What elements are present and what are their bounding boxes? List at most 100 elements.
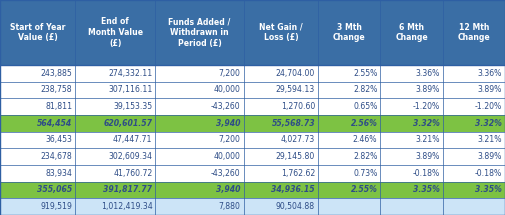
Bar: [380, 115, 443, 132]
Text: Funds Added /
Withdrawn in
Period (£): Funds Added / Withdrawn in Period (£): [168, 17, 231, 48]
Bar: [318, 182, 380, 198]
Bar: [243, 148, 318, 165]
Text: 3.89%: 3.89%: [478, 85, 502, 94]
Bar: [75, 182, 156, 198]
Bar: [243, 182, 318, 198]
Text: 36,453: 36,453: [45, 135, 72, 144]
Text: 47,447.71: 47,447.71: [113, 135, 153, 144]
Text: Start of Year
Value (£): Start of Year Value (£): [10, 23, 65, 42]
Bar: [443, 198, 505, 215]
Bar: [75, 0, 156, 65]
Bar: [380, 198, 443, 215]
Bar: [318, 132, 380, 148]
Bar: [75, 98, 156, 115]
Text: 12 Mth
Change: 12 Mth Change: [458, 23, 490, 42]
Bar: [0, 65, 75, 82]
Text: 34,936.15: 34,936.15: [272, 186, 315, 195]
Bar: [243, 65, 318, 82]
Text: -0.18%: -0.18%: [475, 169, 502, 178]
Bar: [75, 148, 156, 165]
Bar: [156, 182, 243, 198]
Text: 3.89%: 3.89%: [478, 152, 502, 161]
Text: 243,885: 243,885: [40, 69, 72, 78]
Bar: [156, 148, 243, 165]
Text: -43,260: -43,260: [211, 102, 240, 111]
Text: 3.35%: 3.35%: [475, 186, 502, 195]
Text: 274,332.11: 274,332.11: [108, 69, 153, 78]
Text: End of
Month Value
(£): End of Month Value (£): [88, 17, 143, 48]
Bar: [443, 182, 505, 198]
Text: 81,811: 81,811: [45, 102, 72, 111]
Bar: [318, 198, 380, 215]
Bar: [156, 165, 243, 182]
Bar: [380, 132, 443, 148]
Bar: [0, 198, 75, 215]
Text: 40,000: 40,000: [214, 85, 240, 94]
Bar: [243, 132, 318, 148]
Text: 355,065: 355,065: [37, 186, 72, 195]
Text: 3.89%: 3.89%: [415, 152, 440, 161]
Bar: [243, 165, 318, 182]
Bar: [318, 98, 380, 115]
Bar: [443, 82, 505, 98]
Text: 90,504.88: 90,504.88: [276, 202, 315, 211]
Text: 3.89%: 3.89%: [415, 85, 440, 94]
Bar: [443, 148, 505, 165]
Bar: [243, 82, 318, 98]
Text: 564,454: 564,454: [37, 119, 72, 128]
Bar: [380, 65, 443, 82]
Text: -1.20%: -1.20%: [413, 102, 440, 111]
Bar: [0, 132, 75, 148]
Bar: [156, 115, 243, 132]
Bar: [0, 115, 75, 132]
Text: 29,594.13: 29,594.13: [276, 85, 315, 94]
Text: 391,817.77: 391,817.77: [104, 186, 153, 195]
Bar: [156, 82, 243, 98]
Text: 40,000: 40,000: [214, 152, 240, 161]
Bar: [318, 0, 380, 65]
Bar: [156, 65, 243, 82]
Bar: [380, 98, 443, 115]
Bar: [0, 82, 75, 98]
Bar: [0, 98, 75, 115]
Bar: [75, 165, 156, 182]
Text: 1,012,419.34: 1,012,419.34: [100, 202, 153, 211]
Text: 7,200: 7,200: [219, 69, 240, 78]
Text: 3,940: 3,940: [216, 119, 240, 128]
Bar: [380, 148, 443, 165]
Text: 2.56%: 2.56%: [350, 119, 377, 128]
Text: 24,704.00: 24,704.00: [276, 69, 315, 78]
Bar: [75, 132, 156, 148]
Text: 55,568.73: 55,568.73: [272, 119, 315, 128]
Text: 3.36%: 3.36%: [478, 69, 502, 78]
Bar: [318, 65, 380, 82]
Text: 7,200: 7,200: [219, 135, 240, 144]
Text: 3.36%: 3.36%: [415, 69, 440, 78]
Bar: [0, 148, 75, 165]
Text: 3.32%: 3.32%: [413, 119, 440, 128]
Text: 2.82%: 2.82%: [353, 152, 377, 161]
Bar: [0, 182, 75, 198]
Text: 41,760.72: 41,760.72: [113, 169, 153, 178]
Bar: [318, 115, 380, 132]
Text: -0.18%: -0.18%: [413, 169, 440, 178]
Bar: [75, 82, 156, 98]
Text: -1.20%: -1.20%: [475, 102, 502, 111]
Text: 3,940: 3,940: [216, 186, 240, 195]
Text: 238,758: 238,758: [40, 85, 72, 94]
Bar: [318, 148, 380, 165]
Bar: [443, 0, 505, 65]
Text: 3 Mth
Change: 3 Mth Change: [333, 23, 366, 42]
Text: 234,678: 234,678: [40, 152, 72, 161]
Bar: [243, 0, 318, 65]
Text: 29,145.80: 29,145.80: [276, 152, 315, 161]
Text: 620,601.57: 620,601.57: [104, 119, 153, 128]
Text: 1,762.62: 1,762.62: [281, 169, 315, 178]
Bar: [0, 165, 75, 182]
Bar: [243, 198, 318, 215]
Text: 39,153.35: 39,153.35: [113, 102, 153, 111]
Text: 2.46%: 2.46%: [353, 135, 377, 144]
Bar: [380, 0, 443, 65]
Text: 307,116.11: 307,116.11: [108, 85, 153, 94]
Bar: [443, 98, 505, 115]
